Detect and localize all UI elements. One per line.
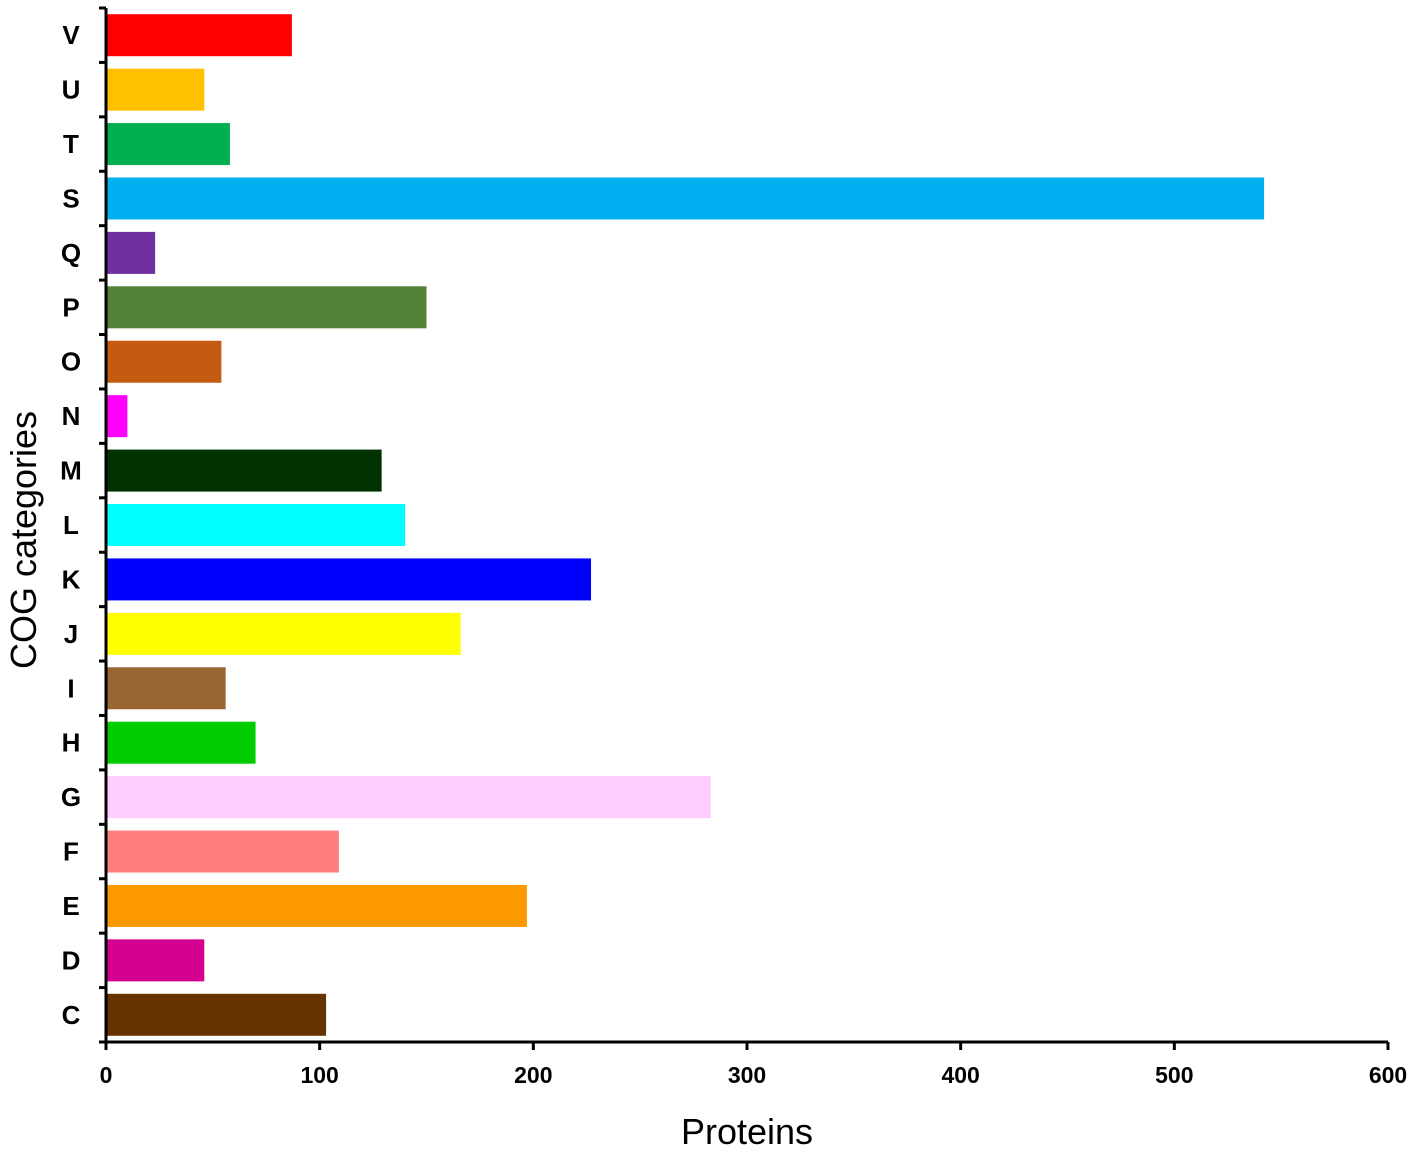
category-label-V: V — [62, 20, 80, 50]
bar-V — [106, 14, 292, 57]
category-label-H: H — [62, 728, 81, 758]
bar-L — [106, 504, 406, 546]
bar-E — [106, 884, 527, 927]
category-label-C: C — [62, 1000, 81, 1030]
category-label-I: I — [67, 673, 74, 703]
x-tick-label-100: 100 — [300, 1062, 338, 1088]
category-label-U: U — [62, 75, 81, 105]
category-label-M: M — [60, 456, 82, 486]
category-label-Q: Q — [61, 238, 81, 268]
bar-O — [106, 340, 222, 383]
x-tick-label-600: 600 — [1369, 1062, 1407, 1088]
bar-C — [106, 993, 327, 1036]
category-label-F: F — [63, 837, 79, 867]
x-axis-title: Proteins — [681, 1111, 813, 1152]
bar-H — [106, 721, 256, 764]
bar-F — [106, 830, 339, 873]
bar-S — [106, 177, 1265, 220]
bar-M — [106, 449, 382, 492]
x-tick-label-500: 500 — [1155, 1062, 1193, 1088]
bar-N — [106, 395, 128, 438]
bar-K — [106, 558, 592, 601]
bar-J — [106, 612, 461, 655]
bar-U — [106, 68, 205, 111]
bar-D — [106, 939, 205, 982]
category-label-P: P — [62, 292, 79, 322]
bar-G — [106, 776, 711, 819]
category-label-J: J — [64, 619, 78, 649]
x-tick-label-300: 300 — [728, 1062, 766, 1088]
x-tick-label-0: 0 — [100, 1062, 113, 1088]
bar-I — [106, 667, 226, 710]
category-label-D: D — [62, 945, 81, 975]
x-tick-label-200: 200 — [514, 1062, 552, 1088]
y-axis-title: COG categories — [3, 411, 44, 669]
x-tick-label-400: 400 — [941, 1062, 979, 1088]
category-label-N: N — [62, 401, 81, 431]
category-label-K: K — [62, 564, 81, 594]
x-ticks-group: 0 100 200 300 400 500 600 — [100, 1042, 1407, 1088]
category-label-S: S — [62, 183, 79, 213]
category-label-G: G — [61, 782, 81, 812]
bar-Q — [106, 231, 156, 274]
bar-T — [106, 123, 230, 166]
category-label-O: O — [61, 347, 81, 377]
category-label-T: T — [63, 129, 79, 159]
bars-group — [106, 14, 1265, 1036]
category-label-L: L — [63, 510, 79, 540]
bar-P — [106, 286, 427, 329]
category-label-E: E — [62, 891, 79, 921]
